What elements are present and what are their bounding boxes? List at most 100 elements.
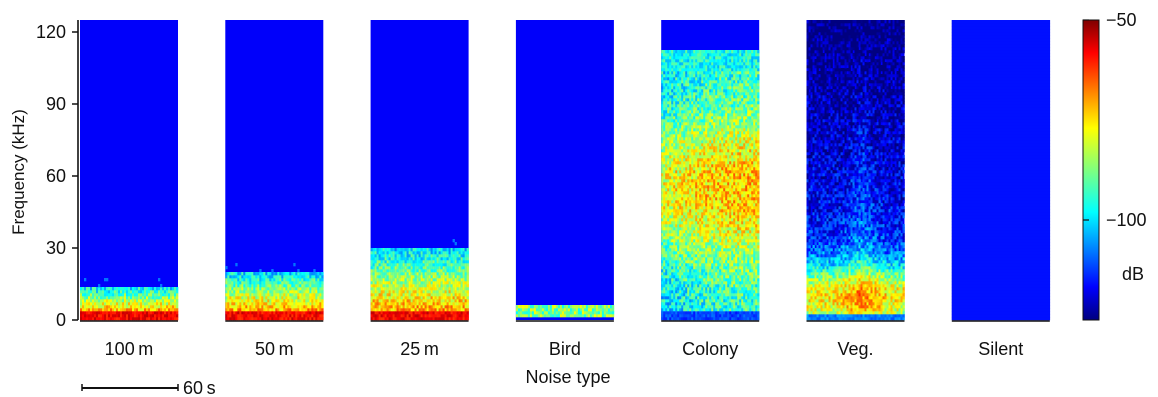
spectrogram-cell (297, 317, 299, 320)
spectrogram-cell (681, 230, 683, 233)
spectrogram-cell (237, 296, 239, 299)
spectrogram-cell (685, 275, 687, 278)
spectrogram-cell (667, 179, 669, 182)
spectrogram-cell (703, 302, 705, 305)
spectrogram-cell (299, 302, 301, 305)
spectrogram-cell (263, 308, 265, 311)
spectrogram-cell (291, 290, 293, 293)
spectrogram-cell (439, 317, 441, 320)
spectrogram-cell (679, 284, 681, 287)
spectrogram-cell (695, 287, 697, 290)
spectrogram-cell (253, 311, 255, 314)
spectrogram-cell (721, 221, 723, 224)
spectrogram-cell (249, 272, 251, 275)
spectrogram-cell (84, 293, 86, 296)
spectrogram-cell (677, 257, 679, 260)
spectrogram-cell (671, 236, 673, 239)
spectrogram-cell (289, 290, 291, 293)
spectrogram-cell (116, 296, 118, 299)
spectrogram-cell (667, 260, 669, 263)
spectrogram-cell (461, 296, 463, 299)
spectrogram-cell (612, 314, 614, 317)
spectrogram-cell (172, 296, 174, 299)
spectrogram-cell (731, 224, 733, 227)
spectrogram-cell (566, 314, 568, 317)
spectrogram-cell (693, 266, 695, 269)
spectrogram-cell (576, 314, 578, 317)
spectrogram-cell (122, 299, 124, 302)
spectrogram-cell (665, 206, 667, 209)
spectrogram-cell (377, 281, 379, 284)
spectrogram-cell (697, 215, 699, 218)
spectrogram-cell (751, 242, 753, 245)
spectrogram-cell (156, 293, 158, 296)
spectrogram-cell (375, 305, 377, 308)
spectrogram-cell (114, 287, 116, 290)
spectrogram-cell (425, 272, 427, 275)
spectrogram-cell (82, 305, 84, 308)
spectrogram-cell (241, 314, 243, 317)
spectrogram-cell (723, 233, 725, 236)
spectrogram-cell (596, 305, 598, 308)
spectrogram-cell (747, 257, 749, 260)
spectrogram-cell (709, 281, 711, 284)
spectrogram-cell (592, 314, 594, 317)
spectrogram-cell (673, 224, 675, 227)
spectrogram-cell (741, 197, 743, 200)
spectrogram-cell (381, 287, 383, 290)
spectrogram-cell (385, 248, 387, 251)
spectrogram-cell (717, 302, 719, 305)
spectrogram-cell (465, 278, 467, 281)
spectrogram-cell (261, 296, 263, 299)
spectrogram-cell (417, 260, 419, 263)
spectrogram-cell (683, 233, 685, 236)
spectrogram-cell (713, 248, 715, 251)
spectrogram-cell (739, 230, 741, 233)
spectrogram-cell (723, 230, 725, 233)
spectrogram-cell (568, 311, 570, 314)
spectrogram-cell (600, 311, 602, 314)
spectrogram-cell (719, 203, 721, 206)
spectrogram-cell (128, 308, 130, 311)
spectrogram-cell (237, 293, 239, 296)
spectrogram-cell (174, 299, 176, 302)
spectrogram-cell (685, 308, 687, 311)
spectrogram-cell (273, 284, 275, 287)
spectrogram-cell (309, 314, 311, 317)
spectrogram-cell (723, 317, 725, 320)
spectrogram-cell (729, 284, 731, 287)
spectrogram-cell (685, 200, 687, 203)
spectrogram-cell (711, 302, 713, 305)
spectrogram-cell (669, 251, 671, 254)
spectrogram-cell (526, 314, 528, 317)
spectrogram-cell (707, 212, 709, 215)
spectrogram-cell (455, 254, 457, 257)
spectrogram-cell (158, 293, 160, 296)
spectrogram-cell (709, 188, 711, 191)
spectrogram-cell (417, 248, 419, 251)
spectrogram-cell (717, 188, 719, 191)
spectrogram-cell (729, 260, 731, 263)
spectrogram-cell (245, 287, 247, 290)
spectrogram-cell (600, 308, 602, 311)
spectrogram-cell (295, 305, 297, 308)
spectrogram-cell (681, 197, 683, 200)
spectrogram-cell (459, 311, 461, 314)
spectrogram-cell (124, 314, 126, 317)
spectrogram-cell (377, 257, 379, 260)
spectrogram-cell (703, 272, 705, 275)
spectrogram-cell (713, 203, 715, 206)
spectrogram-cell (693, 263, 695, 266)
spectrogram-cell (558, 305, 560, 308)
spectrogram-cell (453, 290, 455, 293)
spectrogram-cell (275, 275, 277, 278)
spectrogram-cell (727, 191, 729, 194)
spectrogram-cell (417, 275, 419, 278)
spectrogram-cell (445, 317, 447, 320)
spectrogram-cell (285, 287, 287, 290)
spectrogram-cell (94, 299, 96, 302)
spectrogram-cell (421, 287, 423, 290)
spectrogram-cell (729, 278, 731, 281)
spectrogram-cell (387, 284, 389, 287)
spectrogram-cell (445, 251, 447, 254)
